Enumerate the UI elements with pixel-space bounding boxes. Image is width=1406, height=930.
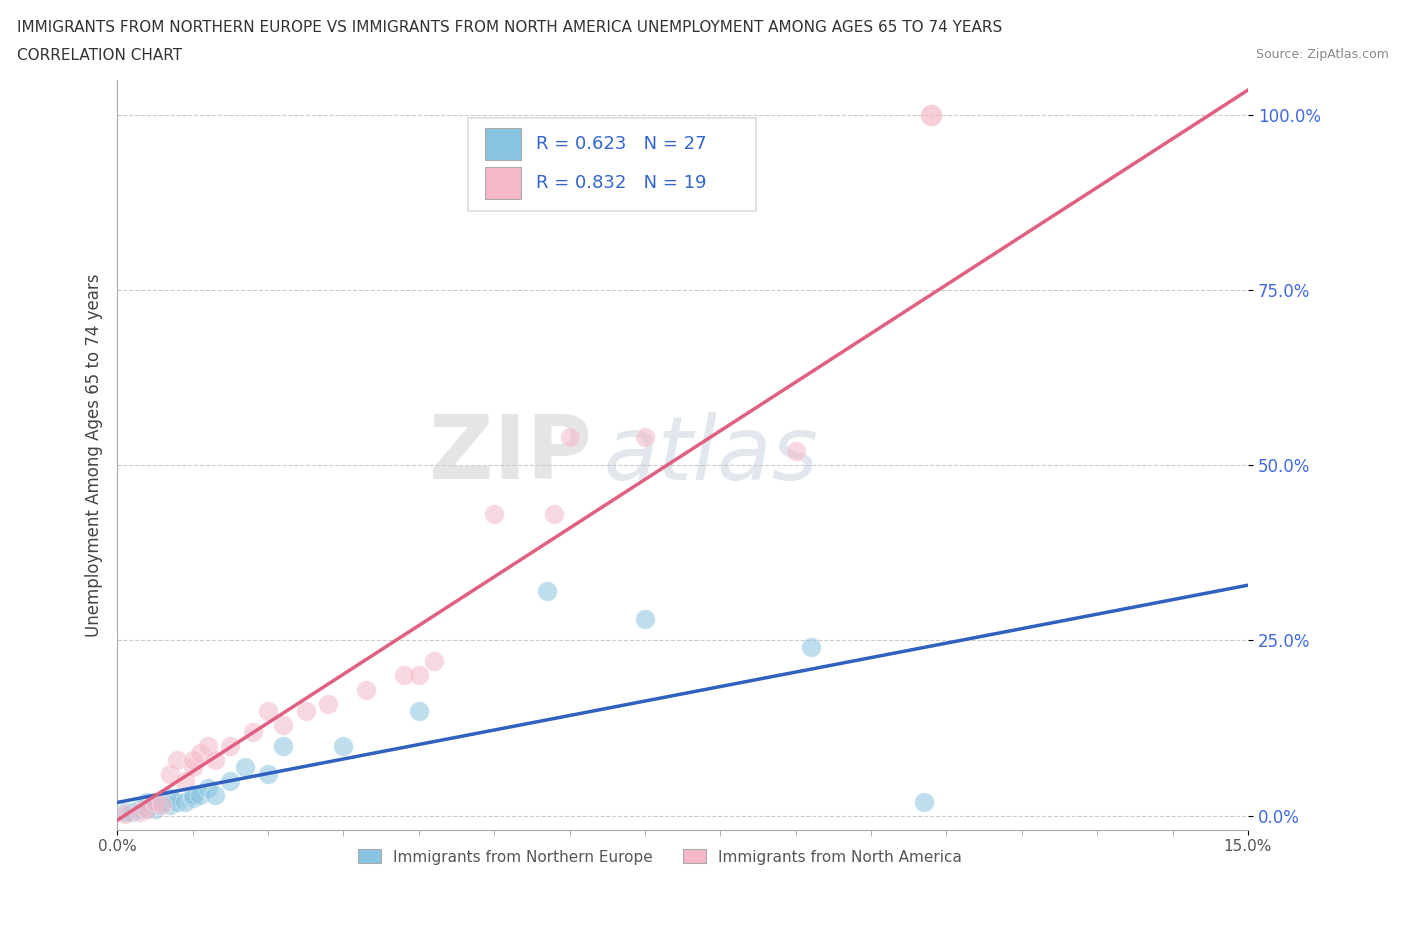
Point bbox=[920, 108, 942, 123]
Point bbox=[136, 794, 159, 809]
Text: R = 0.623   N = 27: R = 0.623 N = 27 bbox=[536, 135, 706, 153]
Y-axis label: Unemployment Among Ages 65 to 74 years: Unemployment Among Ages 65 to 74 years bbox=[86, 273, 103, 637]
Point bbox=[166, 752, 188, 767]
Point bbox=[166, 794, 188, 809]
Point bbox=[136, 801, 159, 816]
Point bbox=[257, 703, 280, 718]
Point bbox=[128, 801, 150, 816]
Point bbox=[423, 654, 446, 669]
Point bbox=[800, 640, 823, 655]
Point bbox=[785, 444, 807, 458]
Point bbox=[558, 430, 581, 445]
Text: Source: ZipAtlas.com: Source: ZipAtlas.com bbox=[1256, 48, 1389, 61]
Point bbox=[408, 668, 430, 683]
Point bbox=[332, 738, 354, 753]
Point bbox=[294, 703, 316, 718]
Point bbox=[159, 766, 181, 781]
Point bbox=[114, 806, 136, 821]
Point bbox=[159, 790, 181, 805]
Text: atlas: atlas bbox=[603, 412, 818, 498]
FancyBboxPatch shape bbox=[468, 117, 756, 211]
Point bbox=[174, 773, 197, 788]
Legend: Immigrants from Northern Europe, Immigrants from North America: Immigrants from Northern Europe, Immigra… bbox=[352, 844, 969, 870]
Text: IMMIGRANTS FROM NORTHERN EUROPE VS IMMIGRANTS FROM NORTH AMERICA UNEMPLOYMENT AM: IMMIGRANTS FROM NORTHERN EUROPE VS IMMIG… bbox=[17, 20, 1002, 35]
Point bbox=[204, 752, 226, 767]
Point bbox=[121, 804, 143, 819]
Point bbox=[271, 717, 294, 732]
Point bbox=[634, 430, 657, 445]
Point bbox=[233, 759, 256, 774]
Point bbox=[188, 745, 211, 760]
Point bbox=[271, 738, 294, 753]
Point bbox=[219, 738, 242, 753]
Point bbox=[143, 794, 166, 809]
FancyBboxPatch shape bbox=[485, 167, 520, 198]
Point bbox=[912, 794, 935, 809]
Point bbox=[204, 787, 226, 802]
Point bbox=[482, 507, 505, 522]
Point bbox=[197, 738, 219, 753]
Point bbox=[536, 584, 558, 599]
Point bbox=[257, 766, 280, 781]
Point bbox=[543, 507, 565, 522]
Point bbox=[136, 801, 159, 816]
Point bbox=[114, 804, 136, 819]
Point bbox=[354, 682, 377, 697]
Point bbox=[242, 724, 264, 739]
Point bbox=[181, 759, 204, 774]
Text: CORRELATION CHART: CORRELATION CHART bbox=[17, 48, 181, 63]
Point bbox=[197, 780, 219, 795]
Point bbox=[128, 804, 150, 819]
Point bbox=[159, 798, 181, 813]
Point bbox=[181, 752, 204, 767]
Point bbox=[392, 668, 415, 683]
Point bbox=[181, 787, 204, 802]
FancyBboxPatch shape bbox=[485, 128, 520, 160]
Point bbox=[181, 790, 204, 805]
Text: R = 0.832   N = 19: R = 0.832 N = 19 bbox=[536, 174, 706, 192]
Point bbox=[143, 801, 166, 816]
Point bbox=[634, 612, 657, 627]
Point bbox=[143, 798, 166, 813]
Point bbox=[174, 794, 197, 809]
Point bbox=[188, 787, 211, 802]
Text: ZIP: ZIP bbox=[429, 411, 592, 498]
Point bbox=[219, 773, 242, 788]
Point bbox=[316, 696, 339, 711]
Point bbox=[408, 703, 430, 718]
Point bbox=[152, 798, 174, 813]
Point bbox=[152, 794, 174, 809]
